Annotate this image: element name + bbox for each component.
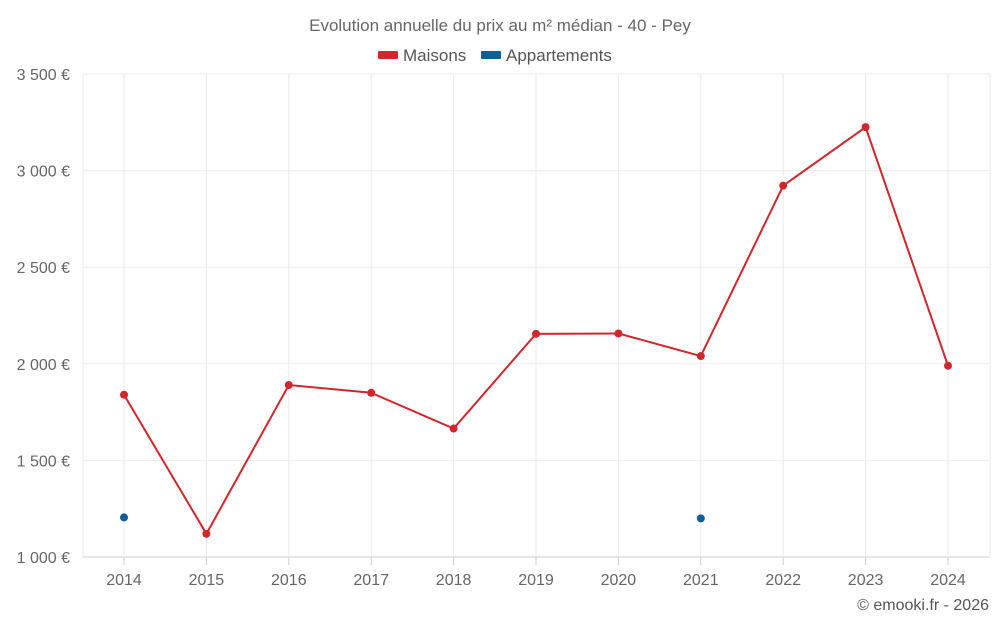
x-tick-label: 2015 <box>189 572 225 589</box>
x-tick-label: 2018 <box>436 572 472 589</box>
data-point-appartements[interactable] <box>696 514 705 523</box>
x-tick-label: 2024 <box>930 572 966 589</box>
x-tick-label: 2017 <box>353 572 389 589</box>
data-point-maisons[interactable] <box>944 361 952 370</box>
legend-label-maisons: Maisons <box>403 46 466 65</box>
y-axis: 1 000 € 1 500 € 2 000 € 2 500 € 3 000 € 3 500… <box>17 67 70 567</box>
data-point-maisons[interactable] <box>779 181 788 190</box>
legend-item-appartements[interactable]: Appartements <box>481 46 612 65</box>
data-point-maisons[interactable] <box>202 529 211 538</box>
data-point-appartements[interactable] <box>120 513 128 522</box>
legend-label-appartements: Appartements <box>506 46 612 65</box>
data-point-maisons[interactable] <box>449 424 458 433</box>
y-tick-label: 1 000 € <box>17 550 70 567</box>
series-layer <box>120 123 952 538</box>
y-tick-label: 2 000 € <box>17 357 70 374</box>
x-tick-label: 2022 <box>765 572 801 589</box>
y-tick-label: 3 000 € <box>17 164 70 181</box>
credit-text: © emooki.fr - 2026 <box>857 597 989 614</box>
chart-title: Evolution annuelle du prix au m² médian … <box>309 16 691 35</box>
y-tick-label: 2 500 € <box>17 260 70 277</box>
data-point-maisons[interactable] <box>696 352 705 361</box>
data-point-maisons[interactable] <box>120 390 128 399</box>
x-tick-label: 2020 <box>601 572 637 589</box>
data-point-maisons[interactable] <box>284 381 293 390</box>
data-point-maisons[interactable] <box>367 388 376 397</box>
data-point-maisons[interactable] <box>614 329 623 338</box>
x-tick-label: 2016 <box>271 572 307 589</box>
y-tick-label: 1 500 € <box>17 453 70 470</box>
legend-swatch-appartements <box>481 51 501 59</box>
x-tick-label: 2023 <box>848 572 884 589</box>
grid <box>82 73 991 558</box>
y-tick-label: 3 500 € <box>17 67 70 84</box>
x-tick-label: 2014 <box>106 572 142 589</box>
legend-item-maisons[interactable]: Maisons <box>378 46 466 65</box>
x-tick-label: 2021 <box>683 572 719 589</box>
data-point-maisons[interactable] <box>532 329 540 338</box>
legend-swatch-maisons <box>378 51 398 59</box>
x-tick-label: 2019 <box>518 572 554 589</box>
x-axis: 2014 2015 2016 2017 2018 2019 2020 2021 2022 2023… <box>106 557 966 589</box>
data-point-maisons[interactable] <box>861 123 870 132</box>
legend: Maisons Appartements <box>378 46 612 65</box>
